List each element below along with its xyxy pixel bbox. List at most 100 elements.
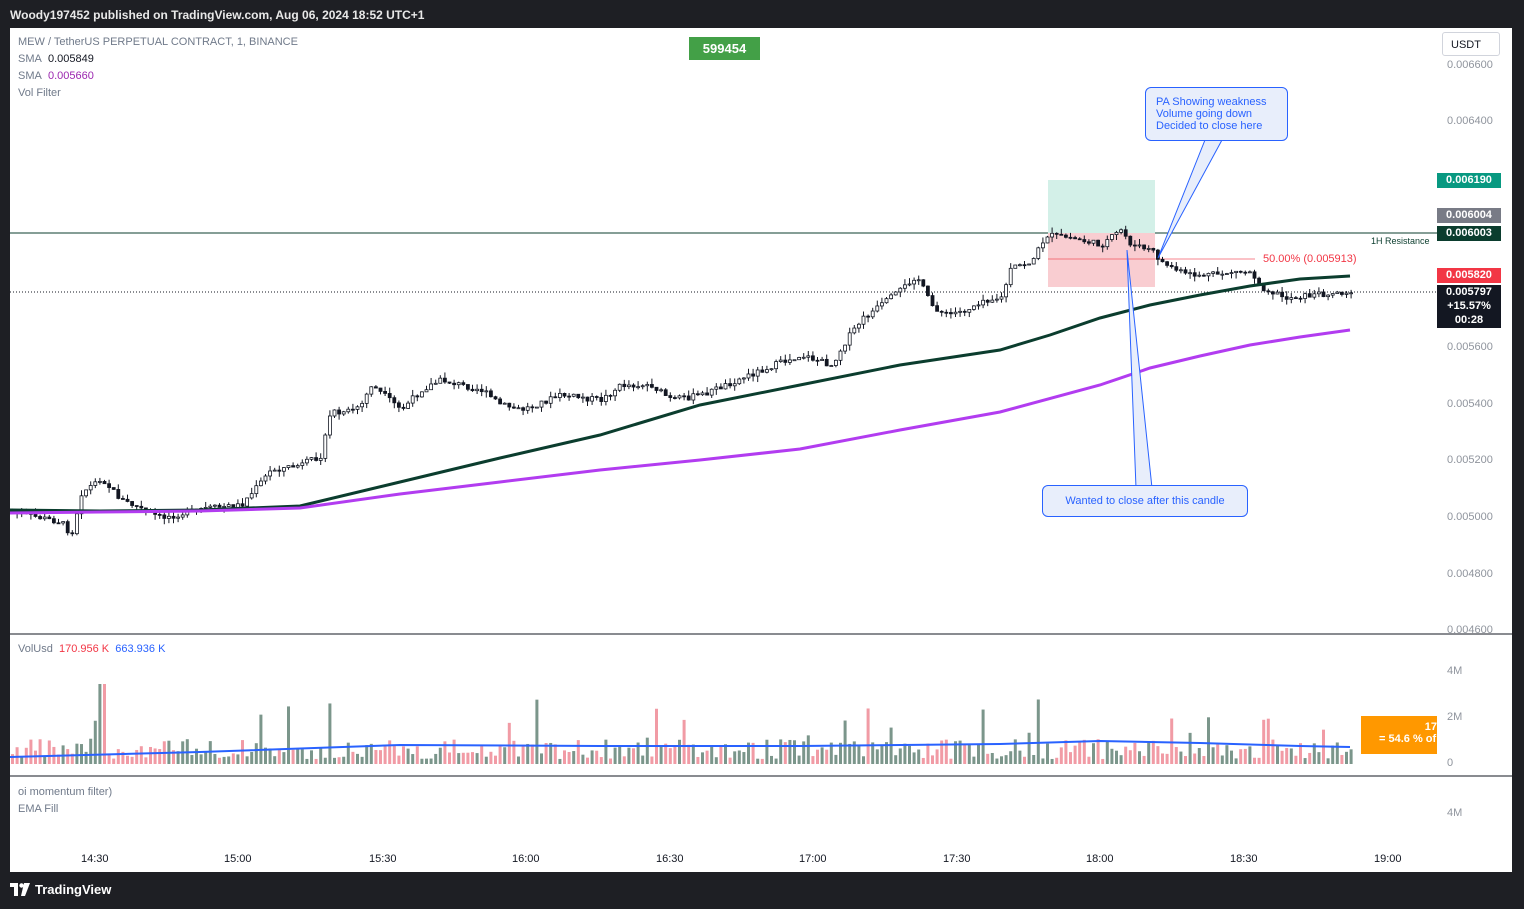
volume-bar bbox=[388, 740, 392, 764]
tradingview-logo-icon bbox=[10, 883, 30, 896]
candle-body bbox=[893, 291, 898, 296]
candle-body bbox=[650, 384, 654, 388]
candle-body bbox=[383, 391, 388, 394]
volume-bar bbox=[972, 756, 976, 764]
volume-bar bbox=[839, 742, 842, 764]
volume-bar bbox=[1211, 747, 1215, 764]
tradingview-brand: TradingView bbox=[35, 882, 112, 897]
candle-body bbox=[1096, 239, 1100, 247]
volume-bar bbox=[1161, 753, 1164, 764]
volume-bar bbox=[116, 749, 120, 764]
volume-bar bbox=[15, 747, 19, 764]
candle-body bbox=[318, 457, 323, 461]
candle-body bbox=[921, 279, 926, 287]
volume-bar bbox=[1092, 743, 1095, 764]
candle-body bbox=[84, 489, 88, 497]
candle-body bbox=[309, 457, 314, 460]
candle-body bbox=[65, 521, 70, 534]
volume-bar bbox=[392, 745, 396, 764]
volume-bar bbox=[622, 756, 626, 764]
volume-bar bbox=[374, 749, 378, 764]
candle-body bbox=[594, 396, 599, 398]
callout-top-pointer bbox=[1157, 139, 1223, 259]
volume-bar bbox=[1239, 749, 1243, 764]
stop-price-tag: 0.005820 bbox=[1437, 268, 1501, 283]
candle-body bbox=[240, 503, 245, 507]
volume-ma-line bbox=[9, 739, 1351, 758]
volume-bar bbox=[429, 758, 433, 764]
candle-body bbox=[677, 395, 682, 399]
volume-bar bbox=[1280, 750, 1284, 764]
volume-bar bbox=[816, 749, 819, 764]
volume-bar bbox=[751, 742, 755, 764]
volume-bar bbox=[75, 743, 79, 764]
callout-line: Volume going down bbox=[1156, 108, 1253, 120]
candle-body bbox=[755, 369, 760, 377]
candle-body bbox=[52, 518, 56, 524]
volume-bar bbox=[20, 757, 24, 764]
time-axis-label: 15:00 bbox=[224, 853, 252, 865]
candle-body bbox=[258, 480, 263, 487]
volume-bar bbox=[1004, 755, 1008, 764]
volume-bar bbox=[811, 756, 815, 764]
volume-bar bbox=[774, 758, 778, 764]
candle-body bbox=[406, 402, 411, 409]
candle-body bbox=[350, 408, 355, 411]
tradingview-logo[interactable]: TradingView bbox=[10, 882, 111, 897]
candle-body bbox=[663, 389, 668, 396]
candle-body bbox=[843, 344, 847, 352]
candle-body bbox=[1008, 267, 1013, 286]
candle-body bbox=[378, 387, 383, 392]
candle-body bbox=[479, 388, 484, 393]
volume-bar bbox=[705, 750, 709, 764]
candle-body bbox=[627, 384, 631, 388]
currency-button[interactable]: USDT bbox=[1442, 32, 1500, 56]
candle-body bbox=[488, 390, 493, 398]
volume-bar bbox=[328, 703, 332, 764]
callout-wanted-close[interactable]: Wanted to close after this candle bbox=[1042, 485, 1248, 517]
volume-bar bbox=[590, 750, 594, 764]
candle-body bbox=[1054, 232, 1059, 235]
candle-body bbox=[636, 386, 640, 389]
candle-body bbox=[254, 485, 259, 495]
volume-bar bbox=[1124, 746, 1128, 764]
volume-bar bbox=[415, 746, 419, 764]
candle-body bbox=[1284, 296, 1289, 300]
candle-body bbox=[268, 470, 273, 477]
volume-bar bbox=[940, 740, 944, 764]
candle-body bbox=[286, 465, 291, 468]
volume-bar bbox=[1119, 755, 1123, 764]
callout-close-reason[interactable]: PA Showing weakness Volume going down De… bbox=[1145, 87, 1288, 141]
volume-bar bbox=[871, 742, 875, 764]
candle-body bbox=[470, 388, 475, 392]
candle-body bbox=[1188, 272, 1192, 275]
candle-body bbox=[121, 498, 125, 500]
volume-bar bbox=[1128, 750, 1132, 764]
candle-body bbox=[912, 279, 916, 285]
candle-body bbox=[341, 411, 346, 415]
candle-body bbox=[769, 368, 774, 371]
candle-body bbox=[1146, 248, 1151, 250]
candle-body bbox=[447, 381, 452, 384]
volume-bar bbox=[567, 751, 571, 764]
volume-bar bbox=[80, 744, 83, 764]
volume-bar bbox=[981, 709, 985, 764]
volume-bar bbox=[236, 754, 240, 764]
volume-bar bbox=[1078, 742, 1082, 764]
candle-body bbox=[746, 373, 751, 379]
candle-body bbox=[1142, 244, 1146, 250]
volume-bar bbox=[273, 756, 277, 764]
volume-bar bbox=[259, 714, 263, 764]
volume-bar bbox=[1248, 746, 1252, 764]
candle-body bbox=[599, 397, 604, 402]
volume-bar bbox=[1050, 758, 1054, 764]
volume-bar bbox=[517, 756, 520, 764]
candle-body bbox=[415, 395, 420, 398]
volume-bar bbox=[701, 752, 704, 764]
volume-bar bbox=[291, 749, 295, 764]
candle-body bbox=[1192, 272, 1197, 277]
candle-body bbox=[696, 393, 700, 396]
candle-body bbox=[654, 386, 659, 391]
candle-body bbox=[613, 389, 617, 397]
